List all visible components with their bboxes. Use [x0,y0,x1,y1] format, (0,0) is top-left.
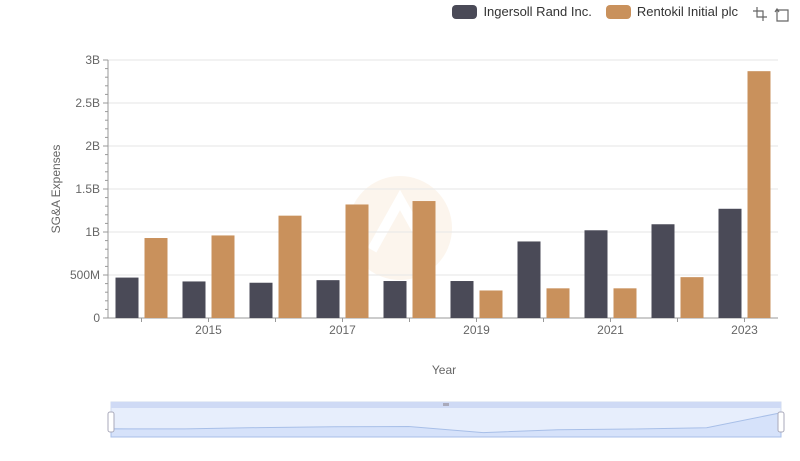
restore-icon[interactable] [774,6,790,22]
legend-item-ingersoll[interactable]: Ingersoll Rand Inc. [452,4,592,19]
bar-rentokil-2017[interactable] [345,204,369,318]
bar-rentokil-2016[interactable] [278,215,302,318]
legend-label-rentokil: Rentokil Initial plc [636,4,738,19]
x-axis: 2015 2017 2019 2021 2023 [108,317,778,337]
bar-ingersoll-2021[interactable] [584,230,608,318]
bar-ingersoll-2023[interactable] [718,208,742,318]
y-tick-label: 500M [70,268,100,282]
bar-ingersoll-2019[interactable] [450,281,474,318]
bar-ingersoll-2016[interactable] [249,282,273,318]
bar-ingersoll-2017[interactable] [316,280,340,318]
bar-rentokil-2015[interactable] [211,235,235,318]
y-tick-label: 1.5B [75,182,100,196]
zoom-icon[interactable] [752,6,768,22]
bar-rentokil-2023[interactable] [747,71,771,319]
y-tick-label: 2.5B [75,96,100,110]
x-tick-label: 2015 [195,323,222,337]
bars [115,71,771,319]
bar-rentokil-2018[interactable] [412,201,436,318]
x-tick-label: 2021 [597,323,624,337]
y-tick-label: 0 [93,311,100,325]
y-tick-label: 3B [85,53,100,67]
x-tick-label: 2017 [329,323,356,337]
bar-ingersoll-2022[interactable] [651,224,675,318]
legend-swatch-ingersoll [452,4,478,19]
legend-swatch-rentokil [605,4,631,19]
bar-rentokil-2014[interactable] [144,238,168,318]
legend-label-ingersoll: Ingersoll Rand Inc. [483,4,592,19]
x-tick-label: 2019 [463,323,490,337]
x-tick-label: 2023 [731,323,758,337]
bar-ingersoll-2018[interactable] [383,281,407,318]
bar-ingersoll-2020[interactable] [517,241,541,318]
bar-ingersoll-2014[interactable] [115,277,139,318]
toolbox [752,6,790,22]
bar-rentokil-2021[interactable] [613,288,637,318]
zoom-move-handle[interactable] [443,403,449,406]
legend-item-rentokil[interactable]: Rentokil Initial plc [605,4,738,19]
zoom-handle-right[interactable] [777,411,785,433]
y-axis: 0 500M 1B 1.5B 2B 2.5B 3B [70,53,109,325]
bar-rentokil-2019[interactable] [479,290,503,318]
y-tick-label: 1B [85,225,100,239]
zoom-handle-left[interactable] [107,411,115,433]
x-axis-label: Year [432,363,456,377]
legend: Ingersoll Rand Inc. Rentokil Initial plc [452,4,738,19]
y-tick-label: 2B [85,139,100,153]
y-axis-label: SG&A Expenses [49,145,63,234]
data-zoom-slider[interactable] [107,401,785,438]
bar-rentokil-2020[interactable] [546,288,570,318]
bar-ingersoll-2015[interactable] [182,281,206,318]
bar-rentokil-2022[interactable] [680,277,704,318]
